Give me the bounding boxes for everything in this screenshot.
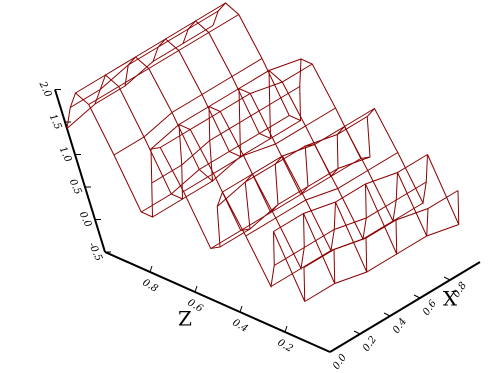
- y-tick-label: -0.5: [86, 241, 104, 263]
- x-tick: [443, 276, 451, 281]
- z-axis-title: Z: [178, 307, 192, 331]
- x-axis: [329, 261, 481, 353]
- surface-line-x: [183, 107, 336, 192]
- surface-line-z: [124, 56, 368, 273]
- surface-line-x: [113, 58, 263, 156]
- z-tick-label: 0.8: [140, 277, 159, 294]
- surface-line-x: [210, 158, 362, 249]
- x-tick-label: 0.2: [361, 334, 379, 353]
- y-tick-label: 1.5: [47, 112, 64, 131]
- y-axis: [54, 89, 106, 253]
- surface-line-x: [150, 58, 302, 150]
- surface-line-x: [140, 115, 290, 213]
- surface-line-x: [69, 10, 219, 108]
- x-tick-label: 0.4: [391, 316, 409, 335]
- surface-line-x: [216, 116, 368, 207]
- y-tick-label: 0.5: [67, 177, 84, 196]
- surface-line-x: [304, 224, 459, 302]
- surface-line-x: [151, 86, 301, 184]
- z-tick-label: 0.4: [230, 317, 249, 334]
- y-tick-label: 2.0: [36, 79, 53, 100]
- x-tick-label: 0.0: [331, 352, 349, 372]
- surface-line-x: [273, 181, 427, 266]
- surface-line-x: [219, 156, 371, 248]
- surface-line-x: [303, 190, 459, 268]
- x-tick: [353, 330, 361, 335]
- z-tick: [194, 285, 198, 293]
- surface-line-x: [273, 154, 428, 232]
- z-tick: [239, 305, 243, 313]
- x-tick: [323, 348, 331, 353]
- surface-line-x: [159, 63, 313, 148]
- surface-line-x: [270, 202, 424, 287]
- z-axis: [104, 251, 331, 353]
- surface-line-z: [152, 38, 398, 255]
- surface-line-x: [152, 120, 301, 218]
- x-tick: [413, 294, 421, 299]
- surface-line-x: [245, 152, 399, 237]
- x-tick: [383, 312, 391, 317]
- z-tick-label: 0.2: [275, 337, 294, 354]
- x-tick-label: 0.6: [421, 298, 439, 318]
- z-tick: [149, 265, 153, 273]
- x-axis-title: X: [443, 287, 458, 311]
- y-tick-label: 1.0: [57, 145, 74, 165]
- surface-line-x: [88, 14, 240, 105]
- y-tick-label: 0.0: [77, 210, 94, 230]
- z-tick: [284, 325, 288, 333]
- surface-line-x: [75, 2, 226, 94]
- surface-line-x: [66, 25, 214, 129]
